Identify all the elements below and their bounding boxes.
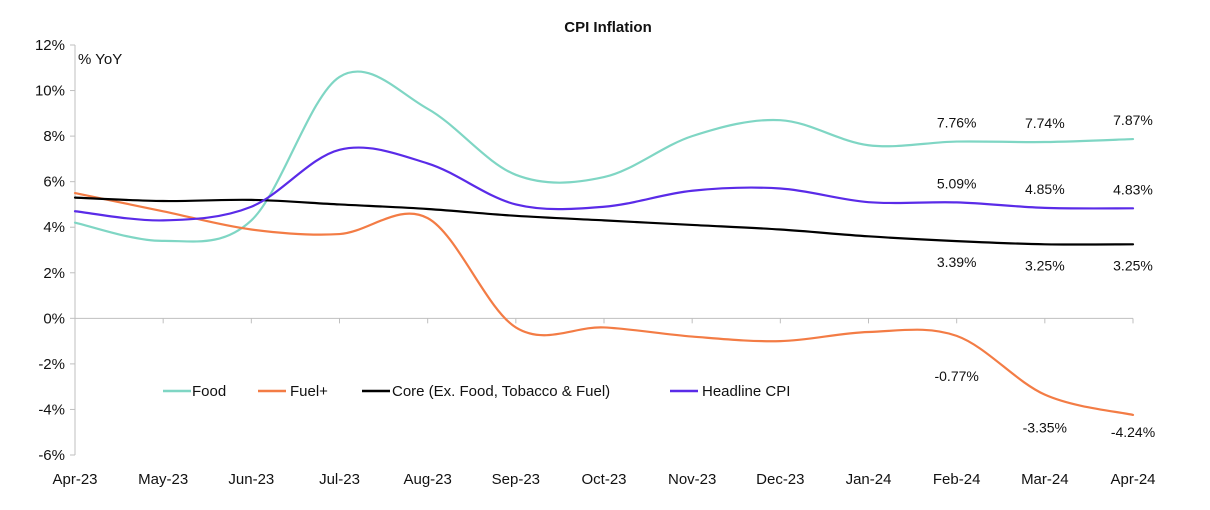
x-tick-label: Dec-23 bbox=[756, 471, 804, 488]
series-line-food bbox=[73, 70, 1135, 243]
data-label: -0.77% bbox=[934, 368, 978, 384]
chart-title: CPI Inflation bbox=[564, 19, 652, 36]
x-tick-label: Apr-24 bbox=[1110, 471, 1155, 488]
y-tick-label: 12% bbox=[35, 37, 65, 54]
y-tick-label: -4% bbox=[38, 401, 65, 418]
data-labels: 7.76% 7.74% 7.87% -0.77% -3.35% -4.24% 3.39% 3.… bbox=[934, 112, 1155, 440]
series-line-headline-cpi bbox=[73, 146, 1135, 222]
data-label: 4.83% bbox=[1113, 181, 1153, 197]
x-tick-label: Aug-23 bbox=[403, 471, 451, 488]
x-tick-label: Nov-23 bbox=[668, 471, 716, 488]
y-tick-label: -6% bbox=[38, 447, 65, 464]
y-tick-label: 4% bbox=[43, 219, 65, 236]
data-label: 5.09% bbox=[937, 175, 977, 191]
axes: -6% -4% -2% 0% 2% 4% 6% 8% 10% 12% Apr-23 May-23 Jun… bbox=[35, 37, 1156, 488]
x-tick-label: Apr-23 bbox=[52, 471, 97, 488]
y-tick-label: 8% bbox=[43, 128, 65, 145]
x-tick-label: Jul-23 bbox=[319, 471, 360, 488]
data-label: -4.24% bbox=[1111, 424, 1155, 440]
legend-label: Core (Ex. Food, Tobacco & Fuel) bbox=[392, 383, 610, 400]
series-lines bbox=[73, 70, 1135, 417]
data-label: 3.25% bbox=[1025, 257, 1065, 273]
legend: Food Fuel+ Core (Ex. Food, Tobacco & Fuel)… bbox=[163, 383, 790, 400]
data-label: -3.35% bbox=[1023, 420, 1067, 436]
y-unit-label: % YoY bbox=[78, 51, 122, 68]
x-tick-label: Jan-24 bbox=[846, 471, 892, 488]
y-tick-label: -2% bbox=[38, 356, 65, 373]
data-label: 7.87% bbox=[1113, 112, 1153, 128]
x-tick-label: May-23 bbox=[138, 471, 188, 488]
data-label: 7.74% bbox=[1025, 115, 1065, 131]
x-tick-label: Sep-23 bbox=[492, 471, 540, 488]
data-label: 3.25% bbox=[1113, 257, 1153, 273]
y-tick-label: 10% bbox=[35, 83, 65, 100]
legend-label: Headline CPI bbox=[702, 383, 790, 400]
data-label: 7.76% bbox=[937, 115, 977, 131]
data-label: 3.39% bbox=[937, 254, 977, 270]
x-tick-label: Mar-24 bbox=[1021, 471, 1069, 488]
y-tick-label: 0% bbox=[43, 310, 65, 327]
x-tick-label: Feb-24 bbox=[933, 471, 981, 488]
legend-label: Food bbox=[192, 383, 226, 400]
x-tick-label: Jun-23 bbox=[228, 471, 274, 488]
y-tick-label: 6% bbox=[43, 174, 65, 191]
legend-label: Fuel+ bbox=[290, 383, 328, 400]
x-tick-label: Oct-23 bbox=[581, 471, 626, 488]
series-line-core-ex-food-tobacco-fuel bbox=[73, 196, 1135, 246]
y-tick-label: 2% bbox=[43, 265, 65, 282]
data-label: 4.85% bbox=[1025, 181, 1065, 197]
series-line-fuel bbox=[73, 191, 1135, 417]
